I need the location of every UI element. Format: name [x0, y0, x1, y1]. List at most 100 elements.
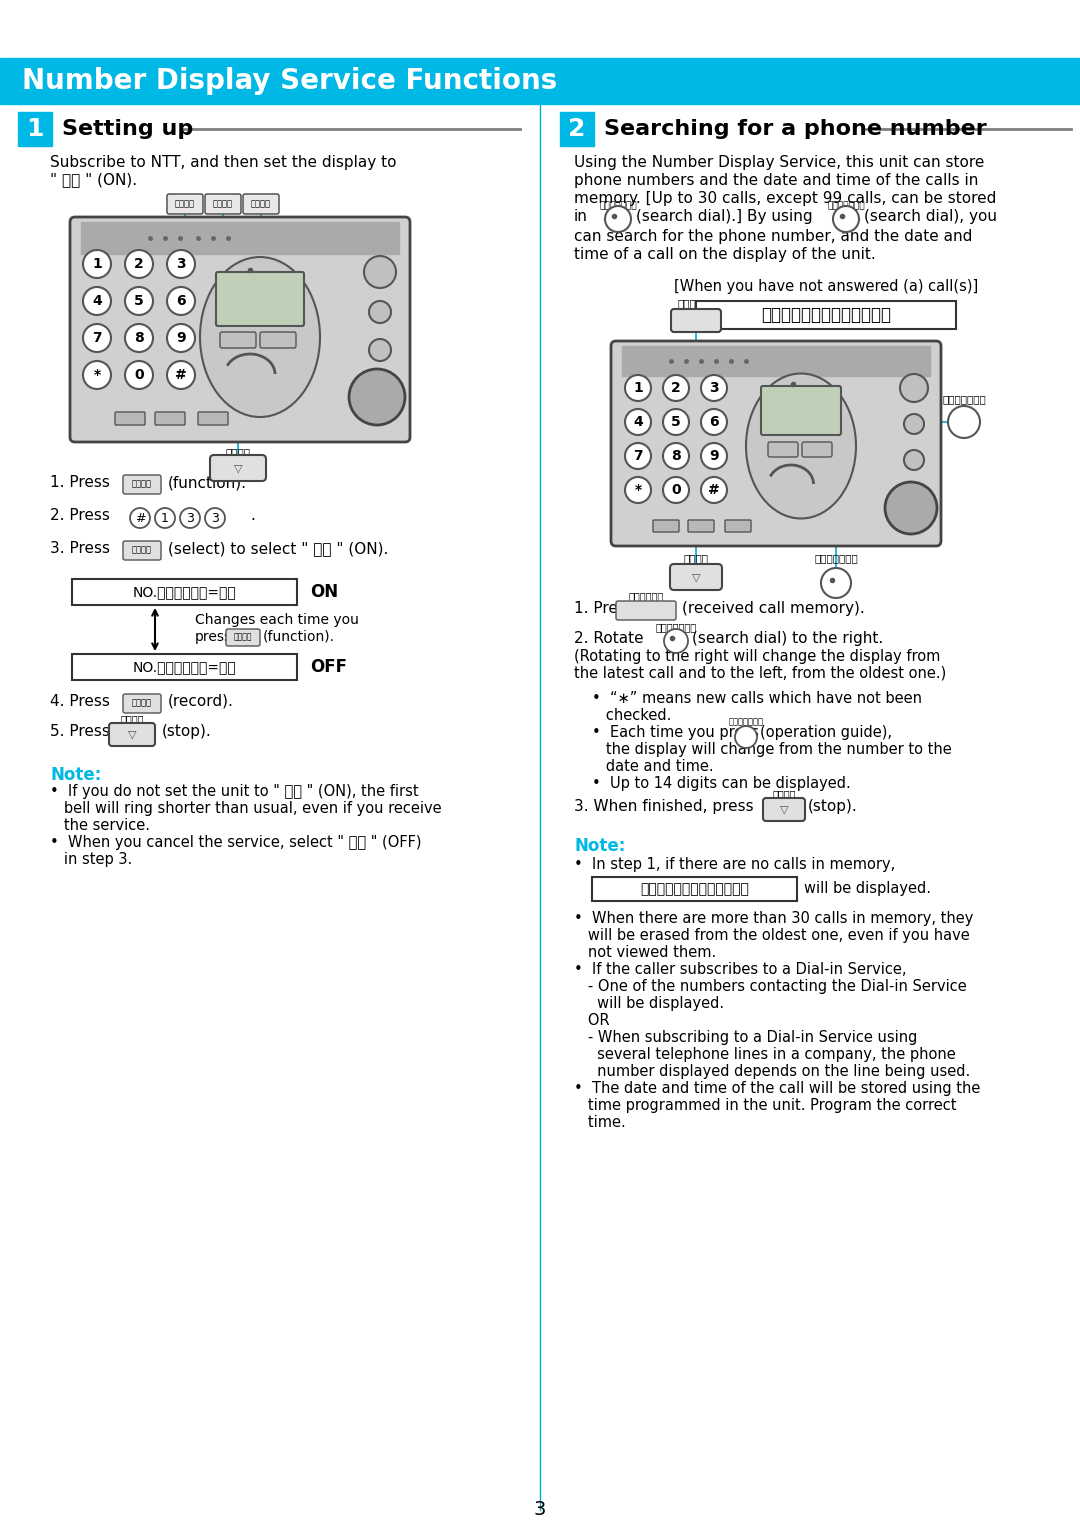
- Circle shape: [156, 507, 175, 529]
- Circle shape: [885, 481, 937, 533]
- Text: the latest call and to the left, from the oldest one.): the latest call and to the left, from th…: [573, 666, 946, 681]
- Text: 1: 1: [26, 118, 44, 141]
- Circle shape: [663, 374, 689, 400]
- Circle shape: [167, 251, 195, 278]
- Text: くるくる電話帳: くるくる電話帳: [814, 553, 858, 562]
- FancyBboxPatch shape: [216, 272, 303, 325]
- Text: 3. Press: 3. Press: [50, 541, 110, 556]
- FancyBboxPatch shape: [761, 387, 841, 435]
- Text: *: *: [94, 368, 100, 382]
- Text: チャクシンカ゛　アリマシタ: チャクシンカ゛ アリマシタ: [761, 306, 891, 324]
- Text: 4: 4: [633, 416, 643, 429]
- Circle shape: [180, 507, 200, 529]
- Text: time.: time.: [573, 1115, 625, 1131]
- Text: checked.: checked.: [592, 707, 672, 723]
- Circle shape: [130, 507, 150, 529]
- Text: 2: 2: [134, 257, 144, 270]
- Text: 2: 2: [568, 118, 585, 141]
- Text: (record).: (record).: [168, 694, 234, 709]
- Text: 0: 0: [134, 368, 144, 382]
- FancyBboxPatch shape: [670, 564, 723, 590]
- Text: 8: 8: [134, 332, 144, 345]
- Bar: [81, 222, 399, 254]
- Circle shape: [900, 374, 928, 402]
- Circle shape: [167, 287, 195, 315]
- Text: (stop).: (stop).: [808, 799, 858, 814]
- Circle shape: [167, 361, 195, 390]
- FancyBboxPatch shape: [220, 332, 256, 348]
- Circle shape: [369, 339, 391, 361]
- Text: ［選択］: ［選択］: [213, 200, 233, 208]
- Bar: [696, 301, 956, 329]
- Circle shape: [83, 361, 111, 390]
- Text: - When subscribing to a Dial-in Service using: - When subscribing to a Dial-in Service …: [573, 1030, 917, 1045]
- Text: •  When there are more than 30 calls in memory, they: • When there are more than 30 calls in m…: [573, 911, 973, 926]
- Text: time programmed in the unit. Program the correct: time programmed in the unit. Program the…: [573, 1099, 957, 1112]
- Ellipse shape: [200, 257, 320, 417]
- Text: (received call memory).: (received call memory).: [681, 601, 865, 616]
- Text: 5: 5: [134, 293, 144, 309]
- Text: (function).: (function).: [264, 630, 335, 643]
- Text: OFF: OFF: [310, 659, 347, 675]
- FancyBboxPatch shape: [210, 455, 266, 481]
- Circle shape: [125, 287, 153, 315]
- Circle shape: [735, 726, 757, 749]
- Circle shape: [664, 630, 688, 652]
- Text: 電話帳表示切換: 電話帳表示切換: [942, 394, 986, 403]
- Text: •  In step 1, if there are no calls in memory,: • In step 1, if there are no calls in me…: [573, 857, 895, 872]
- Text: 着信メモリー: 着信メモリー: [629, 591, 663, 601]
- Text: Note:: Note:: [50, 766, 102, 784]
- FancyBboxPatch shape: [611, 341, 941, 545]
- Text: くるくる電話帳: くるくる電話帳: [656, 622, 697, 633]
- Bar: [561, 112, 594, 147]
- Text: not viewed them.: not viewed them.: [573, 944, 716, 960]
- Text: (search dial) to the right.: (search dial) to the right.: [692, 631, 883, 646]
- Text: OR: OR: [573, 1013, 609, 1028]
- Text: memory. [Up to 30 calls, except 99 calls, can be stored: memory. [Up to 30 calls, except 99 calls…: [573, 191, 997, 206]
- Text: bell will ring shorter than usual, even if you receive: bell will ring shorter than usual, even …: [50, 801, 442, 816]
- Text: 1: 1: [161, 512, 168, 524]
- Text: ストップ: ストップ: [120, 714, 144, 724]
- Circle shape: [349, 368, 405, 425]
- FancyBboxPatch shape: [123, 541, 161, 559]
- Text: 9: 9: [710, 449, 719, 463]
- Ellipse shape: [746, 373, 856, 518]
- Text: 3: 3: [534, 1500, 546, 1519]
- Text: •  Up to 14 digits can be displayed.: • Up to 14 digits can be displayed.: [592, 776, 851, 792]
- Circle shape: [701, 477, 727, 503]
- FancyBboxPatch shape: [205, 194, 241, 214]
- Text: ［選択］: ［選択］: [132, 545, 152, 555]
- Text: (stop).: (stop).: [162, 724, 212, 740]
- Text: Using the Number Display Service, this unit can store: Using the Number Display Service, this u…: [573, 154, 984, 170]
- Text: ［登録］: ［登録］: [175, 200, 195, 208]
- Circle shape: [904, 414, 924, 434]
- Text: .: .: [249, 507, 255, 523]
- Text: 9: 9: [176, 332, 186, 345]
- Text: Number Display Service Functions: Number Display Service Functions: [22, 67, 557, 95]
- FancyBboxPatch shape: [688, 520, 714, 532]
- Text: ▽: ▽: [233, 463, 242, 474]
- Text: ▽: ▽: [692, 571, 700, 582]
- FancyBboxPatch shape: [260, 332, 296, 348]
- Text: (search dial).] By using: (search dial).] By using: [636, 209, 812, 225]
- Circle shape: [605, 206, 631, 232]
- Text: •  Each time you press: • Each time you press: [592, 724, 759, 740]
- Text: [When you have not answered (a) call(s)]: [When you have not answered (a) call(s)]: [674, 280, 978, 293]
- Text: will be displayed.: will be displayed.: [804, 882, 931, 895]
- Text: 7: 7: [92, 332, 102, 345]
- Text: チャクシンカ゛　アリマセン: チャクシンカ゛ アリマセン: [640, 882, 748, 895]
- Circle shape: [701, 443, 727, 469]
- FancyBboxPatch shape: [167, 194, 203, 214]
- Bar: [622, 345, 930, 376]
- Circle shape: [125, 324, 153, 351]
- Circle shape: [948, 406, 980, 439]
- Text: •  If the caller subscribes to a Dial-in Service,: • If the caller subscribes to a Dial-in …: [573, 963, 906, 976]
- Text: ［機能］: ［機能］: [233, 633, 253, 642]
- Text: in step 3.: in step 3.: [50, 853, 132, 866]
- Text: 4. Press: 4. Press: [50, 694, 110, 709]
- FancyBboxPatch shape: [156, 413, 185, 425]
- Bar: [0, 58, 1080, 104]
- Text: 4: 4: [92, 293, 102, 309]
- Text: number displayed depends on the line being used.: number displayed depends on the line bei…: [573, 1063, 970, 1079]
- Circle shape: [369, 301, 391, 322]
